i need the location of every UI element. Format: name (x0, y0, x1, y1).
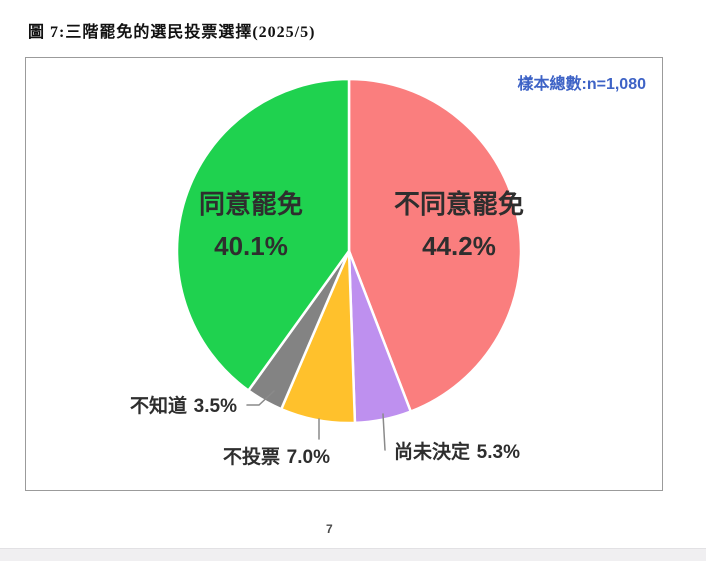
pie-slices-group (175, 77, 523, 425)
slice-label-unknown-name: 不知道 (130, 396, 188, 417)
page-number: 7 (326, 522, 333, 536)
slice-label-agree: 同意罷免 40.1% (199, 184, 303, 267)
pie-svg (175, 77, 523, 451)
slice-label-agree-pct: 40.1% (214, 230, 288, 261)
figure-title: 圖 7:三階罷免的選民投票選擇(2025/5) (28, 24, 316, 41)
leader-lines-group (246, 390, 386, 451)
pie-slice-agree (175, 77, 351, 392)
slice-label-novote-pct: 7.0% (286, 447, 330, 468)
slice-label-novote-name: 不投票 (223, 447, 281, 468)
leader-line-unknown (246, 390, 275, 406)
slice-label-novote: 不投票 7.0% (223, 442, 330, 469)
footer-band (0, 548, 706, 561)
slice-label-undecided: 尚未決定 5.3% (394, 437, 520, 464)
chart-panel: 樣本總數:n=1,080 同意罷免 40.1% 不同意罷免 44.2% 不知道 3… (25, 57, 663, 491)
slice-label-undecided-name: 尚未決定 (394, 442, 471, 463)
sample-size-label: 樣本總數:n=1,080 (517, 76, 647, 93)
slice-label-unknown-pct: 3.5% (193, 396, 237, 417)
slice-label-undecided-pct: 5.3% (476, 442, 520, 463)
slice-label-disagree-name: 不同意罷免 (393, 189, 525, 219)
pie-slice-disagree (347, 77, 523, 413)
slice-label-unknown: 不知道 3.5% (130, 391, 237, 418)
slice-label-agree-name: 同意罷免 (198, 189, 304, 219)
slice-label-disagree: 不同意罷免 44.2% (394, 184, 524, 267)
leader-line-undecided (382, 413, 386, 451)
slice-label-disagree-pct: 44.2% (422, 230, 496, 261)
